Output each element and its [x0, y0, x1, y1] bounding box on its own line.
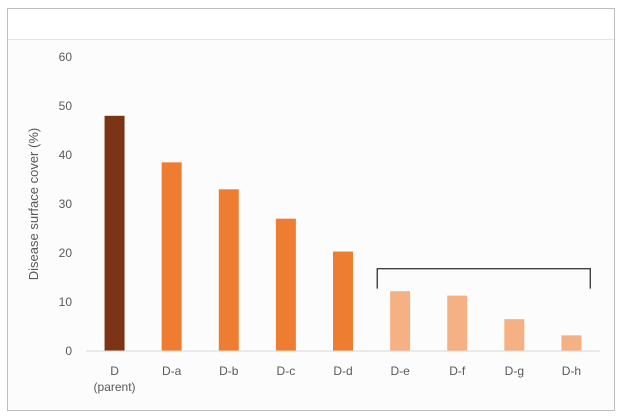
- category-label: D-g: [505, 364, 524, 378]
- y-tick-label: 10: [59, 295, 73, 309]
- y-tick-label: 0: [65, 344, 72, 358]
- category-label: (parent): [94, 380, 136, 394]
- y-tick-label: 30: [59, 197, 73, 211]
- group-bracket: [376, 267, 591, 289]
- y-tick-label: 40: [59, 148, 73, 162]
- category-label: D-a: [162, 364, 182, 378]
- bar-d-g: [504, 319, 525, 351]
- bar-d-f: [447, 295, 468, 351]
- chart-header-band: [8, 9, 614, 40]
- category-label: D-h: [562, 364, 581, 378]
- bar-d-d: [333, 251, 353, 351]
- bar-d-e: [390, 291, 411, 351]
- category-label: D-e: [390, 364, 410, 378]
- bar-d-c: [275, 218, 296, 351]
- bar-d-a: [161, 162, 182, 351]
- y-tick-label: 50: [59, 99, 73, 113]
- category-label: D-c: [277, 364, 296, 378]
- category-label: D-f: [449, 364, 466, 378]
- category-label: D-d: [333, 364, 352, 378]
- y-axis-title: Disease surface cover (%): [26, 128, 41, 280]
- bar-d: [104, 115, 125, 351]
- category-label: D: [110, 364, 119, 378]
- bar-d-h: [561, 335, 582, 351]
- category-label: D-b: [219, 364, 239, 378]
- bar-d-b: [218, 189, 239, 351]
- y-tick-label: 60: [59, 50, 73, 64]
- y-tick-label: 20: [59, 246, 73, 260]
